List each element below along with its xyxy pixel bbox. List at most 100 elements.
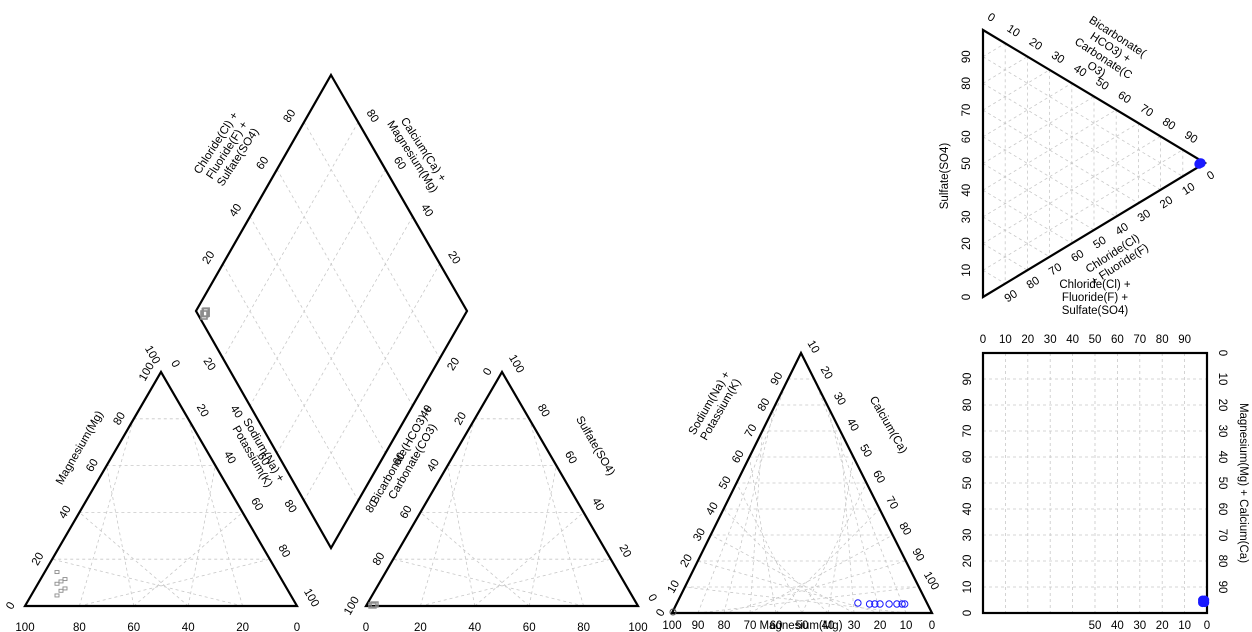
anion-gridline bbox=[528, 418, 584, 607]
square-tick-bottom: 20 bbox=[1156, 620, 1169, 632]
anion-ternary-gridline bbox=[982, 109, 1139, 204]
anion-ternary-tick-left: 30 bbox=[961, 211, 973, 224]
diamond-gridline bbox=[303, 263, 441, 501]
anion-ternary-gridline bbox=[982, 56, 1028, 84]
cation-ternary-tick-right: 30 bbox=[831, 390, 848, 407]
cation-triangle-frame bbox=[23, 369, 299, 608]
cation-ternary-label-right: Calcium(Ca) bbox=[867, 394, 909, 455]
cation-ternary-tick-bottom: 80 bbox=[718, 620, 731, 632]
cation-point bbox=[58, 579, 64, 584]
anion-ternary-tick-bottom: 80 bbox=[1025, 275, 1042, 292]
anion-gridline bbox=[447, 465, 476, 607]
anion-ternary-tick-left: 0 bbox=[961, 294, 973, 300]
anion-label-right: Sulfate(SO4) bbox=[573, 414, 617, 478]
anion-ternary-tick-left: 20 bbox=[961, 237, 973, 250]
diamond-tick-lower-right: 40 bbox=[418, 403, 435, 420]
anion-ternary-tick-top: 10 bbox=[1005, 23, 1022, 40]
anion-ternary-gridline bbox=[982, 136, 1161, 244]
anion-gridline bbox=[528, 465, 557, 607]
square-label-right: Magnesium(Mg) + Calcium(Ca) bbox=[1237, 403, 1249, 563]
anion-gridline bbox=[420, 418, 476, 607]
cation-ternary-gridline bbox=[827, 456, 854, 614]
cation-ternary-tick-bottom: 100 bbox=[662, 620, 681, 632]
diamond-point bbox=[201, 307, 210, 318]
cation-ternary-tick-left: 0 bbox=[654, 607, 668, 619]
cation-ternary-point bbox=[854, 599, 862, 607]
anion-ternary-tick-left: 70 bbox=[961, 104, 973, 117]
anion-ternary-gridline bbox=[982, 122, 1139, 218]
diamond-gridline bbox=[249, 169, 386, 406]
cation-ternary-tick-right: 80 bbox=[896, 520, 913, 537]
square-tick-left: 20 bbox=[962, 555, 974, 568]
cation-ternary-gridline bbox=[801, 482, 867, 614]
diamond-label-left: Chloride(Cl) +Fluoride(F) +Sulfate(SO4) bbox=[192, 110, 263, 191]
cation-tick-right: 20 bbox=[194, 402, 211, 419]
anion-tick-bottom: 80 bbox=[577, 622, 590, 632]
cation-tick-bottom: 80 bbox=[73, 622, 86, 632]
anion-ternary-tick-bottom: 30 bbox=[1136, 208, 1153, 225]
anion-ternary-gridline bbox=[982, 216, 1050, 258]
cation-tick-right: 60 bbox=[248, 496, 265, 513]
square-tick-top: 90 bbox=[1178, 334, 1191, 346]
square-tick-right: 70 bbox=[1216, 529, 1228, 542]
anion-tick-left: 60 bbox=[398, 504, 415, 521]
cation-ternary-gridline bbox=[749, 456, 777, 614]
cation-ternary-tick-bottom: 0 bbox=[929, 620, 935, 632]
anion-point bbox=[370, 601, 379, 608]
cation-ternary-gridline bbox=[723, 560, 906, 614]
square-tick-left: 0 bbox=[962, 610, 974, 616]
anion-ternary-tick-left: 90 bbox=[961, 50, 973, 63]
square-tick-right: 30 bbox=[1216, 425, 1228, 438]
cation-ternary-gridline bbox=[723, 508, 829, 614]
square-tick-right: 20 bbox=[1216, 399, 1228, 412]
square-tick-left: 30 bbox=[962, 529, 974, 542]
square-tick-right: 90 bbox=[1216, 581, 1228, 594]
square-tick-left: 60 bbox=[962, 451, 974, 464]
cation-ternary-label-left: Sodium(Na) +Potassium(K) bbox=[687, 369, 744, 443]
cation-ternary-gridline bbox=[749, 430, 763, 614]
anion-ternary-tick-bottom: 60 bbox=[1069, 248, 1086, 265]
anion-ternary-tick-left: 80 bbox=[961, 77, 973, 90]
anion-ternary-tick-bottom: 70 bbox=[1047, 261, 1064, 278]
square-tick-top: 30 bbox=[1044, 334, 1057, 346]
square-tick-bottom: 30 bbox=[1133, 620, 1146, 632]
cation-ternary-tick-left: 80 bbox=[756, 396, 773, 413]
cation-gridline bbox=[79, 418, 135, 607]
anion-ternary-tick-left: 50 bbox=[961, 157, 973, 170]
anion-gridline bbox=[420, 558, 611, 607]
cation-ternary-corner-marker bbox=[669, 608, 677, 616]
anion-ternary-tick-top: 40 bbox=[1071, 63, 1088, 80]
square-tick-top: 60 bbox=[1111, 334, 1124, 346]
cation-ternary-gridline bbox=[736, 482, 803, 614]
cation-ternary-label-bottom: Magnesium(Mg) bbox=[759, 620, 842, 632]
diamond-frame bbox=[194, 72, 469, 551]
cation-ternary-tick-right: 10 bbox=[805, 338, 822, 355]
diamond-tick-upper-left: 60 bbox=[255, 155, 272, 172]
cation-ternary-tick-left: 50 bbox=[717, 474, 734, 491]
cation-tick-bottom: 60 bbox=[127, 622, 140, 632]
cation-tick-left: 20 bbox=[30, 551, 47, 568]
cation-ternary-tick-left: 60 bbox=[730, 448, 747, 465]
square-tick-left: 80 bbox=[962, 399, 974, 412]
cation-label-left: Magnesium(Mg) bbox=[54, 409, 106, 487]
square-label-top: Chloride(Cl) + Fluoride(F) + Sulfate(SO4) bbox=[1059, 279, 1131, 317]
cation-ternary-tick-right: 90 bbox=[909, 546, 926, 563]
anion-ternary-tick-bottom: 10 bbox=[1180, 181, 1197, 198]
cation-ternary-tick-left: 90 bbox=[769, 370, 786, 387]
cation-tick-bottom: 0 bbox=[294, 622, 300, 632]
cation-tick-left: 0 bbox=[4, 600, 18, 612]
cation-ternary-point bbox=[901, 600, 909, 608]
cation-point bbox=[58, 588, 64, 593]
anion-triangle-grid bbox=[393, 418, 611, 607]
anion-ternary-tick-bottom: 40 bbox=[1114, 221, 1131, 238]
cation-ternary-tick-right: 60 bbox=[870, 468, 887, 485]
cation-ternary-point bbox=[871, 600, 879, 608]
square-tick-bottom: 40 bbox=[1111, 620, 1124, 632]
diamond-point bbox=[200, 310, 208, 320]
diamond-tick-upper-right: 20 bbox=[445, 249, 462, 266]
cation-ternary-tick-bottom: 50 bbox=[796, 620, 809, 632]
anion-ternary-gridline bbox=[982, 56, 1184, 177]
cation-ternary-grid bbox=[684, 378, 919, 614]
anion-ternary-gridline bbox=[982, 109, 1117, 191]
